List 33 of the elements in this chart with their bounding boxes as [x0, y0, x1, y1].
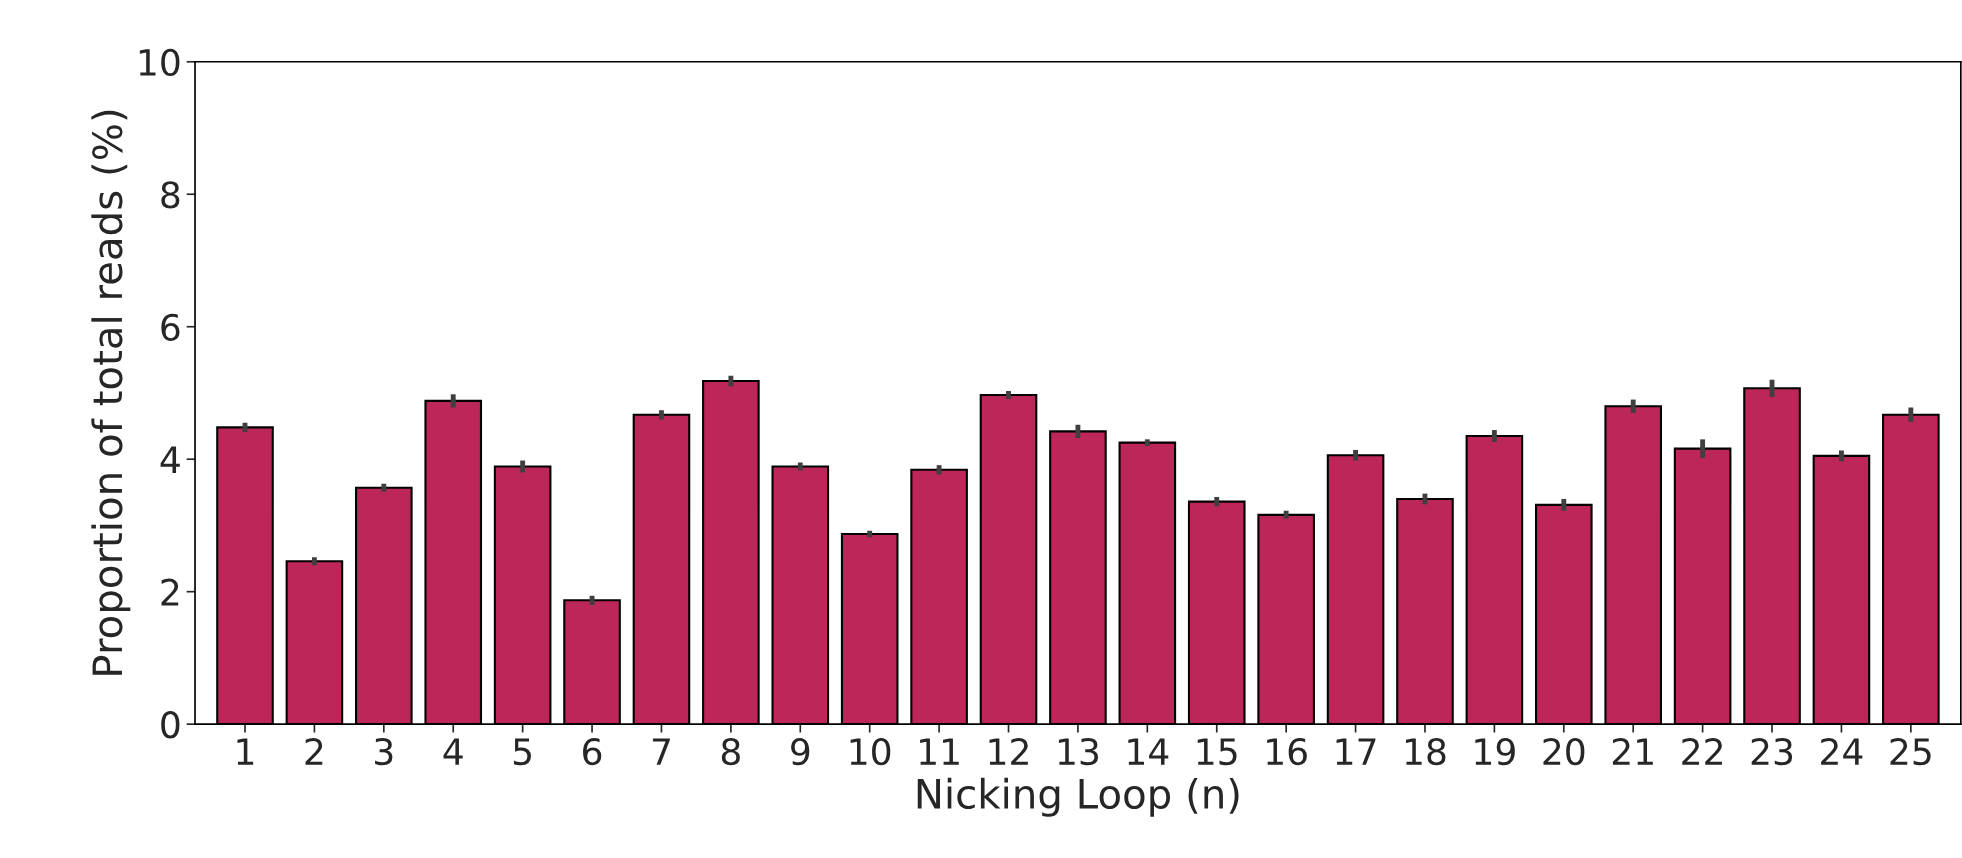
- x-tick-label: 8: [721, 737, 740, 766]
- x-tick-label: 24: [1821, 737, 1863, 765]
- x-axis-title: Nicking Loop (n): [917, 777, 1239, 817]
- x-tick-label: 25: [1890, 737, 1931, 766]
- x-tick-label: 2: [305, 737, 323, 765]
- x-tick-label: 15: [1197, 738, 1237, 766]
- x-tick-label: 9: [791, 737, 810, 766]
- y-tick-label: 4: [160, 446, 180, 473]
- x-tick-label: 23: [1751, 737, 1793, 766]
- x-tick-label: 20: [1543, 737, 1585, 766]
- x-tick-label: 17: [1336, 738, 1376, 765]
- y-tick-label: 8: [161, 181, 180, 209]
- x-tick-label: 7: [652, 738, 670, 765]
- y-tick-label: 0: [161, 711, 180, 739]
- x-tick-label: 14: [1128, 738, 1169, 765]
- y-tick-label: 10: [139, 48, 180, 77]
- y-tick-label: 6: [161, 313, 180, 341]
- x-tick-label: 22: [1682, 737, 1722, 765]
- x-tick-label: 10: [850, 737, 891, 766]
- x-tick-label: 12: [989, 737, 1028, 765]
- y-axis-title: Proportion of total reads (%): [91, 110, 131, 675]
- x-tick-label: 18: [1405, 737, 1446, 766]
- x-tick-label: 6: [583, 737, 602, 766]
- x-tick-label: 13: [1058, 737, 1098, 766]
- x-tick-label: 21: [1612, 737, 1653, 765]
- y-tick-label: 2: [161, 578, 179, 606]
- x-tick-label: 4: [443, 738, 463, 765]
- x-tick-label: 19: [1475, 737, 1515, 766]
- x-tick-label: 16: [1267, 737, 1307, 766]
- x-tick-label: 3: [375, 737, 393, 766]
- x-tick-label: 1: [237, 738, 254, 765]
- x-tick-label: 11: [920, 738, 959, 765]
- x-tick-label: 5: [513, 738, 531, 766]
